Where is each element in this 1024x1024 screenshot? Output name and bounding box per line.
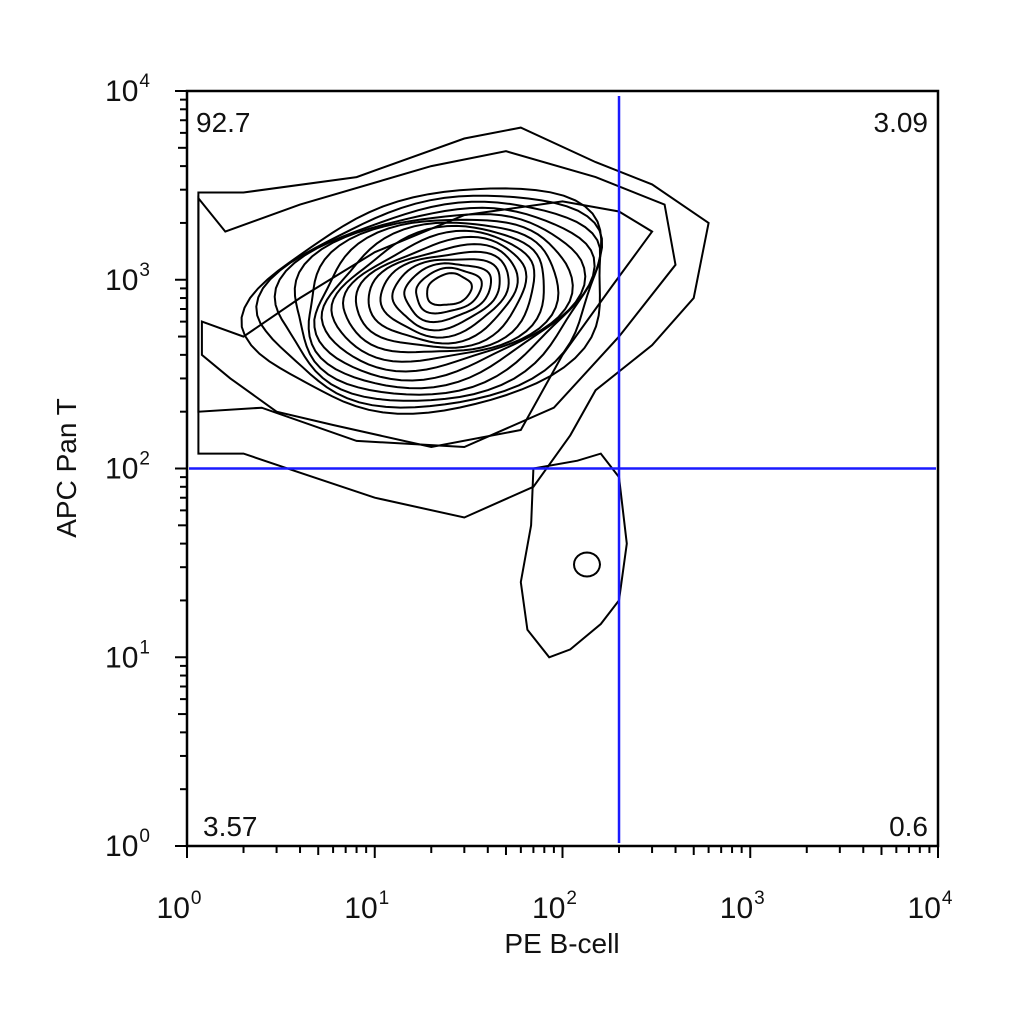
quadrant-gate <box>189 96 936 843</box>
contour-line <box>379 250 510 339</box>
contour-line <box>367 243 519 345</box>
x-tick-exponent: 0 <box>191 888 202 909</box>
contour-line <box>197 150 677 449</box>
y-tick-label: 104 <box>105 71 150 108</box>
contour-line <box>391 258 501 332</box>
contour-line <box>354 235 528 349</box>
y-tick-label: 103 <box>105 260 150 297</box>
contour-line <box>273 200 602 402</box>
x-tick-label: 100 <box>157 888 202 925</box>
quadrant-lower-right-value: 0.6 <box>889 811 928 842</box>
x-tick-exponent: 1 <box>379 888 390 909</box>
contour-line <box>320 221 560 373</box>
y-tick-exponent: 1 <box>139 637 150 658</box>
contour-line <box>307 213 587 390</box>
y-tick-exponent: 4 <box>139 71 150 92</box>
quadrant-upper-right-value: 3.09 <box>874 107 929 138</box>
x-tick-label: 101 <box>344 888 389 925</box>
contour-lines <box>197 126 710 659</box>
x-tick-exponent: 3 <box>754 888 765 909</box>
contour-line <box>313 218 574 382</box>
y-tick-label: 101 <box>105 637 150 674</box>
contour-line <box>403 262 492 324</box>
y-tick-exponent: 0 <box>139 826 150 847</box>
x-tick-exponent: 2 <box>566 888 577 909</box>
x-axis-title: PE B-cell <box>504 928 619 959</box>
contour-line <box>415 266 483 315</box>
contour-line <box>341 229 536 354</box>
quadrant-upper-left-value: 92.7 <box>196 107 251 138</box>
contour-line <box>572 551 602 578</box>
x-tick-label: 104 <box>908 888 953 925</box>
x-tick-label: 102 <box>532 888 577 925</box>
y-tick-label: 100 <box>105 826 150 863</box>
x-tick-label: 103 <box>720 888 765 925</box>
contour-line <box>519 452 628 659</box>
quadrant-lower-left-value: 3.57 <box>203 811 258 842</box>
contour-line <box>200 200 654 449</box>
y-tick-exponent: 3 <box>139 260 150 281</box>
axis-ticks <box>175 90 939 858</box>
contour-line <box>255 194 604 409</box>
plot-frame <box>185 89 940 848</box>
y-tick-exponent: 2 <box>139 449 150 470</box>
contour-line <box>426 272 473 307</box>
y-tick-label: 102 <box>105 449 150 486</box>
x-tick-exponent: 4 <box>942 888 953 909</box>
contour-line <box>293 206 596 396</box>
contour-line <box>330 224 545 363</box>
y-axis-title: APC Pan T <box>51 398 82 538</box>
contour-line <box>197 126 710 519</box>
